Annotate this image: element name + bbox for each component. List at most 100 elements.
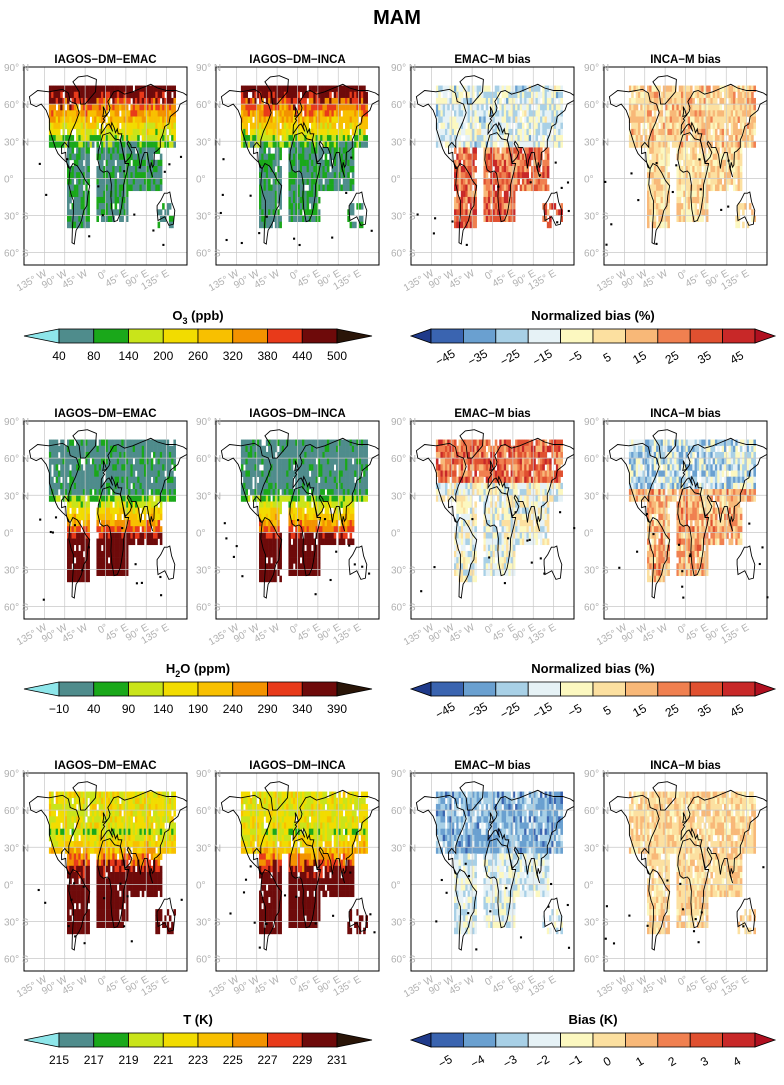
heatmap-cell (148, 470, 152, 477)
heatmap-cell (98, 159, 102, 167)
heatmap-cell (173, 122, 176, 130)
heatmap-cell (360, 110, 364, 117)
heatmap-cell (560, 215, 563, 222)
heatmap-cell (162, 464, 165, 471)
heatmap-cell (735, 116, 738, 123)
heatmap-cell (153, 464, 156, 471)
heatmap-cell (67, 203, 70, 210)
heatmap-cell (143, 135, 147, 142)
heatmap-cell (89, 110, 93, 117)
heatmap-cell (721, 85, 725, 93)
heatmap-cell (112, 495, 115, 502)
heatmap-cell (678, 147, 682, 154)
heatmap-cell (166, 135, 170, 142)
heatmap-cell (80, 507, 84, 515)
heatmap-cell (735, 110, 738, 117)
heatmap-cell (487, 190, 491, 198)
heatmap-cell (320, 172, 323, 179)
heatmap-cell (91, 122, 95, 130)
island (160, 594, 163, 597)
heatmap-cell (460, 221, 464, 229)
heatmap-cell (349, 141, 353, 148)
heatmap-cell (551, 91, 554, 99)
heatmap-cell (150, 489, 154, 496)
heatmap-cell (103, 184, 106, 192)
heatmap-cell (730, 110, 734, 117)
heatmap-cell (692, 110, 695, 117)
heatmap-cell (510, 153, 514, 161)
heatmap-cell (98, 507, 102, 515)
heatmap-cell (637, 128, 641, 136)
heatmap-cell (483, 116, 486, 123)
heatmap-cell (259, 153, 262, 161)
heatmap-cell (699, 147, 702, 154)
heatmap-cell (157, 507, 161, 515)
heatmap-cell (295, 147, 298, 154)
heatmap-cell (132, 104, 136, 111)
heatmap-cell (340, 141, 344, 148)
heatmap-cell (642, 110, 646, 117)
heatmap-cell (708, 147, 711, 154)
heatmap-cell (542, 104, 545, 111)
heatmap-cell (647, 104, 650, 111)
heatmap-cell (288, 451, 291, 459)
heatmap-cell (494, 104, 498, 111)
heatmap-cell (290, 104, 294, 111)
heatmap-cell (492, 215, 496, 222)
heatmap-cell (703, 128, 707, 136)
heatmap-cell (286, 128, 289, 136)
island (630, 172, 633, 175)
heatmap-cell (329, 451, 332, 459)
heatmap-cell (687, 209, 691, 216)
heatmap-cell (692, 178, 695, 185)
heatmap-cell (320, 97, 323, 105)
heatmap-cell (676, 209, 679, 216)
heatmap-cell (277, 85, 280, 93)
heatmap-cell (281, 122, 285, 130)
heatmap-cell (322, 184, 325, 192)
heatmap-cell (308, 196, 312, 204)
heatmap-cell (173, 451, 176, 459)
heatmap-cell (166, 470, 170, 477)
heatmap-cell (96, 464, 99, 471)
heatmap-cell (67, 209, 70, 216)
heatmap-cell (297, 172, 301, 179)
heatmap-cell (249, 135, 253, 142)
heatmap-cell (356, 85, 359, 93)
heatmap-cell (166, 458, 170, 465)
heatmap-cell (653, 153, 657, 161)
heatmap-cell (107, 532, 111, 539)
heatmap-cell (476, 104, 480, 111)
coastlines (604, 75, 768, 246)
heatmap-cell (123, 532, 127, 539)
heatmap-cell (492, 196, 496, 204)
heatmap-cell (153, 110, 156, 117)
heatmap-cell (114, 532, 118, 539)
heatmap-cell (277, 209, 280, 216)
heatmap-cell (501, 178, 505, 185)
heatmap-cell (55, 470, 59, 477)
heatmap-cell (121, 538, 124, 546)
heatmap-cell (696, 184, 700, 192)
heatmap-cell (78, 196, 81, 204)
heatmap-cell (324, 116, 328, 123)
heatmap-cell (89, 141, 93, 148)
heatmap-cell (687, 85, 691, 93)
heatmap-cell (130, 526, 133, 533)
heatmap-cell (96, 550, 99, 558)
heatmap-cell (295, 159, 298, 167)
heatmap-cell (631, 116, 634, 123)
heatmap-cell (642, 97, 646, 105)
heatmap-cell (537, 122, 541, 130)
heatmap-cell (753, 97, 756, 105)
heatmap-cell (105, 495, 109, 502)
heatmap-cell (67, 445, 70, 453)
heatmap-cell (458, 110, 462, 117)
heatmap-cell (272, 159, 276, 167)
heatmap-cell (503, 190, 507, 198)
heatmap-cell (164, 97, 167, 105)
heatmap-cell (456, 122, 459, 130)
heatmap-cell (447, 128, 450, 136)
heatmap-cell (159, 110, 163, 117)
heatmap-cell (87, 489, 90, 496)
